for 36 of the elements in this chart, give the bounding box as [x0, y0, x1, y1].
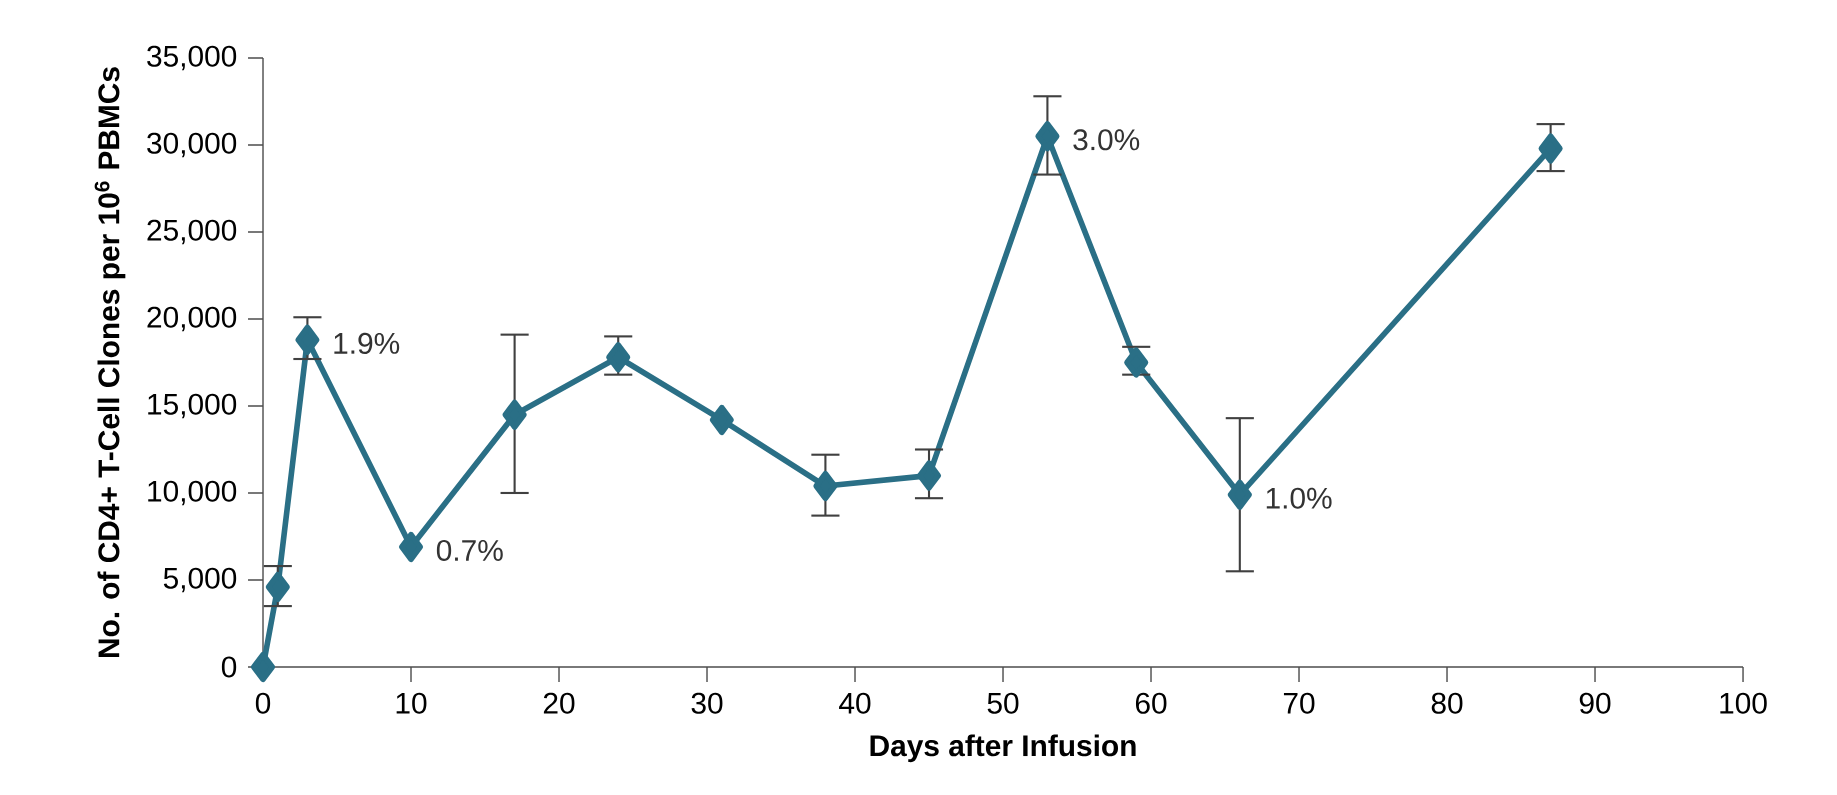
x-tick-label: 30 — [691, 692, 723, 714]
x-axis-title: Days after Infusion — [870, 734, 1136, 763]
x-tick-label: 60 — [1135, 692, 1167, 714]
point — [265, 571, 290, 603]
point — [295, 324, 320, 355]
y-tick-label: 10,000 — [148, 480, 237, 506]
annotation: 1.9% — [334, 332, 400, 354]
x-tick-label: 10 — [396, 692, 427, 714]
annotation: 1.0% — [1266, 487, 1332, 509]
point — [250, 651, 276, 683]
y-tick-label: 35,000 — [147, 45, 237, 71]
y-tick-label: 0 — [221, 656, 237, 678]
y-tick-label: 15,000 — [148, 393, 237, 419]
annotation: 0.7% — [436, 539, 503, 561]
point — [1035, 121, 1060, 152]
point — [916, 460, 942, 491]
point — [813, 470, 838, 502]
y-tick-label: 20,000 — [147, 306, 237, 332]
x-tick-label: 100 — [1720, 692, 1767, 714]
annotation: 3.0% — [1073, 129, 1140, 151]
point — [1538, 133, 1563, 164]
y-tick-label: 25,000 — [147, 219, 237, 245]
x-tick-label: 90 — [1579, 692, 1611, 714]
point — [398, 531, 424, 563]
x-tick-label: 70 — [1283, 692, 1315, 714]
y-tick-label: 5,000 — [163, 567, 237, 593]
y-axis-title: No. of CD4+ T-Cell Clones per 10$^{6}$ PBMCs — [94, 67, 126, 658]
x-tick-label: 80 — [1431, 692, 1463, 714]
y-tick-label: 30,000 — [147, 132, 237, 158]
x-tick-label: 0 — [255, 692, 271, 714]
x-tick-label: 20 — [543, 692, 575, 714]
point — [1227, 479, 1252, 510]
point — [709, 404, 734, 436]
point — [502, 399, 527, 430]
x-tick-label: 40 — [839, 692, 871, 714]
x-tick-label: 50 — [987, 692, 1019, 714]
